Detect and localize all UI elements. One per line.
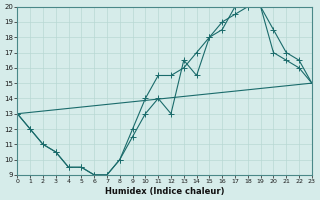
X-axis label: Humidex (Indice chaleur): Humidex (Indice chaleur): [105, 187, 224, 196]
